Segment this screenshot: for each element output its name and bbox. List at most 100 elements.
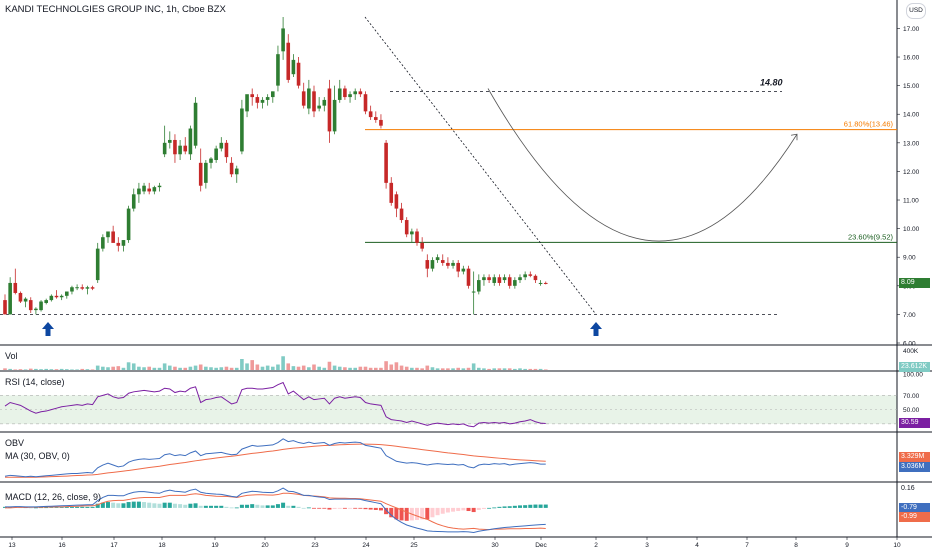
candle-body xyxy=(337,88,342,100)
obv-last-badge: 3.036M xyxy=(899,462,930,472)
candle-body xyxy=(240,108,244,152)
macd-histogram-bar xyxy=(90,506,95,508)
candle-body xyxy=(162,142,167,155)
candle-body xyxy=(271,91,275,98)
fib-236-label: 23.60%(9.52) xyxy=(848,232,894,241)
macd-histogram-bar xyxy=(111,502,116,508)
candle-body xyxy=(291,59,296,75)
volume-bar xyxy=(327,361,332,370)
macd-histogram-bar xyxy=(317,507,322,509)
rsi-tick-label: 70.00 xyxy=(903,393,920,400)
candle-body xyxy=(487,277,491,281)
volume-bar xyxy=(389,364,394,370)
macd-histogram-bar xyxy=(157,503,162,508)
macd-histogram-bar xyxy=(363,507,368,510)
macd-histogram-bar xyxy=(239,504,244,508)
volume-bar xyxy=(523,368,527,370)
x-tick-label: 16 xyxy=(58,542,66,549)
candle-body xyxy=(415,231,419,243)
x-tick-label: 18 xyxy=(158,542,166,549)
macd-histogram-bar xyxy=(121,503,126,508)
macd-histogram-bar xyxy=(461,507,466,511)
candle-body xyxy=(13,282,18,293)
volume-bar xyxy=(59,368,64,370)
macd-histogram-bar xyxy=(440,507,445,514)
volume-bar xyxy=(456,367,460,370)
x-tick-label: 8 xyxy=(794,542,798,549)
candle-body xyxy=(204,162,208,183)
currency-badge[interactable]: USD xyxy=(906,3,926,19)
price-tick-label: 15.00 xyxy=(903,83,920,90)
macd-hist-last-badge: 0.16 xyxy=(899,484,930,494)
macd-histogram-bar xyxy=(322,507,327,509)
volume-bar xyxy=(368,367,373,370)
macd-histogram-bar xyxy=(116,503,121,508)
macd-histogram-bar xyxy=(162,502,167,508)
candle-body xyxy=(286,42,291,80)
x-tick-label: 17 xyxy=(110,542,118,549)
macd-histogram-bar xyxy=(224,506,229,508)
candle-body xyxy=(410,231,414,235)
candle-body xyxy=(420,242,424,249)
volume-bar xyxy=(312,364,316,370)
volume-bar xyxy=(415,367,419,370)
macd-histogram-bar xyxy=(193,503,198,508)
candle-body xyxy=(229,162,234,175)
volume-bar xyxy=(394,362,399,370)
rsi-pane-title: RSI (14, close) xyxy=(5,377,65,387)
candle-body xyxy=(8,282,12,315)
volume-bar xyxy=(204,366,208,370)
volume-bar xyxy=(152,367,157,370)
volume-bar xyxy=(497,368,502,370)
candle-body xyxy=(188,128,193,155)
volume-bar xyxy=(363,366,368,370)
volume-bar xyxy=(410,367,414,370)
candle-body xyxy=(363,94,368,112)
macd-line xyxy=(5,487,546,534)
candle-body xyxy=(245,94,249,112)
x-tick-label: 20 xyxy=(261,542,269,549)
vol-pane-title: Vol xyxy=(5,351,18,361)
macd-histogram-bar xyxy=(301,507,306,509)
candle-body xyxy=(59,295,64,298)
macd-histogram-bar xyxy=(28,507,33,509)
macd-histogram-bar xyxy=(59,506,64,508)
candle-body xyxy=(54,295,59,298)
macd-histogram-bar xyxy=(44,507,49,509)
volume-bar xyxy=(348,367,352,370)
volume-bar xyxy=(13,369,18,370)
candle-body xyxy=(482,277,486,281)
candle-body xyxy=(224,142,229,158)
candle-body xyxy=(95,248,100,281)
candle-body xyxy=(101,237,105,249)
volume-bar xyxy=(420,368,424,370)
fib-618-label: 61.80%(13.46) xyxy=(844,120,894,129)
volume-bar xyxy=(121,367,126,370)
obv-line xyxy=(4,438,546,478)
macd-histogram-bar xyxy=(265,505,270,508)
volume-bar xyxy=(265,365,270,370)
macd-histogram-bar xyxy=(234,507,239,509)
candle-body xyxy=(317,105,321,109)
candle-body xyxy=(477,280,481,292)
candle-body xyxy=(250,94,254,98)
macd-histogram-bar xyxy=(420,507,425,520)
macd-histogram-bar xyxy=(131,501,136,508)
volume-bar xyxy=(322,367,327,370)
macd-histogram-bar xyxy=(543,504,548,508)
macd-histogram-bar xyxy=(451,507,456,512)
candle-body xyxy=(70,287,74,292)
macd-histogram-bar xyxy=(384,507,389,515)
macd-histogram-bar xyxy=(296,506,301,508)
volume-bar xyxy=(95,365,100,370)
candle-body xyxy=(80,287,85,289)
macd-histogram-bar xyxy=(183,504,188,508)
volume-bar xyxy=(281,356,285,370)
volume-bar xyxy=(54,369,59,370)
candle-body xyxy=(34,308,38,311)
macd-histogram-bar xyxy=(512,505,517,508)
candle-body xyxy=(389,182,394,203)
candle-body xyxy=(142,185,146,192)
macd-histogram-bar xyxy=(3,506,7,508)
